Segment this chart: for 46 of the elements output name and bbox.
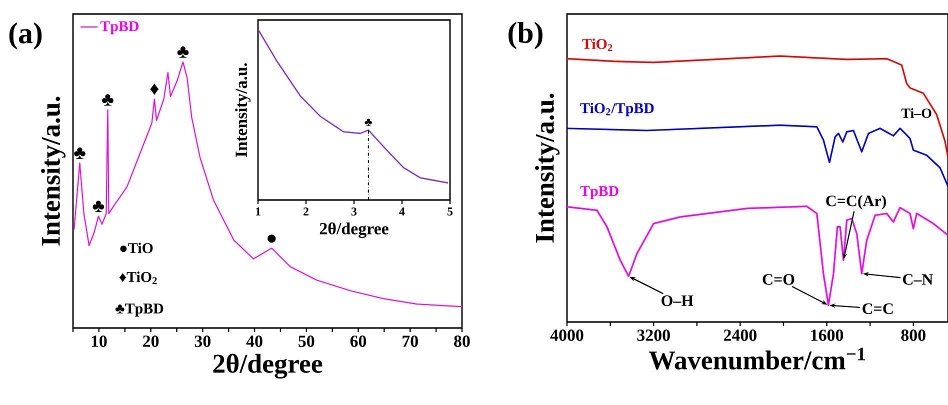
annotation: ♣ xyxy=(74,148,86,159)
x-tick-label: 2400 xyxy=(724,330,756,341)
x-tick-label: 1 xyxy=(256,208,260,216)
text: (a) xyxy=(9,22,42,50)
annotation: ♣ xyxy=(92,200,104,212)
annotation: O–H xyxy=(662,295,694,306)
series-label: TpBD xyxy=(580,186,618,200)
legend-label: TpBD xyxy=(100,21,138,34)
x-tick-label: 1600 xyxy=(811,330,844,341)
series-label: TiO$_{2}$/TpBD xyxy=(580,102,654,116)
x-tick-label: 3 xyxy=(351,208,357,216)
annotation: ♣TpBD xyxy=(115,304,164,317)
annotation: C–N xyxy=(902,274,933,285)
annotation: ♣ xyxy=(364,118,372,126)
annotation: C=O xyxy=(762,274,794,285)
x-tick-label: 800 xyxy=(901,330,926,341)
series-label: TiO$_{2}$ xyxy=(582,38,612,52)
y-axis-title: Intensity/a.u. xyxy=(41,96,66,246)
annotation: ●TiO xyxy=(120,242,153,254)
annotation: ♦ xyxy=(150,83,159,95)
x-tick-label: 4000 xyxy=(550,330,584,341)
annotation: ● xyxy=(268,234,276,243)
x-tick-label: 40 xyxy=(246,336,262,347)
x-tick-label: 20 xyxy=(143,336,159,347)
annotation: ♣ xyxy=(177,46,189,58)
x-tick-label: 10 xyxy=(92,336,107,347)
x-tick-label: 50 xyxy=(298,336,314,347)
x-tick-label: 30 xyxy=(194,336,210,347)
annotation: C=C xyxy=(862,303,893,314)
x-tick-label: 2 xyxy=(304,208,308,216)
annotation: ♣ xyxy=(102,94,114,106)
text: (b) xyxy=(508,22,542,50)
x-tick-label: 3200 xyxy=(637,330,670,341)
x-axis-title: 2θ/degree xyxy=(320,222,388,238)
x-axis-title: 2θ/degree xyxy=(213,354,322,379)
x-tick-label: 4 xyxy=(399,208,405,216)
x-tick-label: 80 xyxy=(454,336,470,347)
x-tick-label: 70 xyxy=(402,336,418,347)
y-axis-title: Intensity/a.u. xyxy=(235,63,250,157)
x-axis-title: Wavenumber/cm$^{−1}$ xyxy=(648,348,865,370)
x-tick-label: 5 xyxy=(448,208,453,216)
annotation: Ti–O xyxy=(901,108,932,118)
annotation: C=C(Ar) xyxy=(826,195,886,210)
y-axis-title: Intensity/a.u. xyxy=(535,94,560,243)
x-tick-label: 60 xyxy=(350,336,366,347)
annotation: ♦TiO$_{2}$ xyxy=(119,272,157,284)
